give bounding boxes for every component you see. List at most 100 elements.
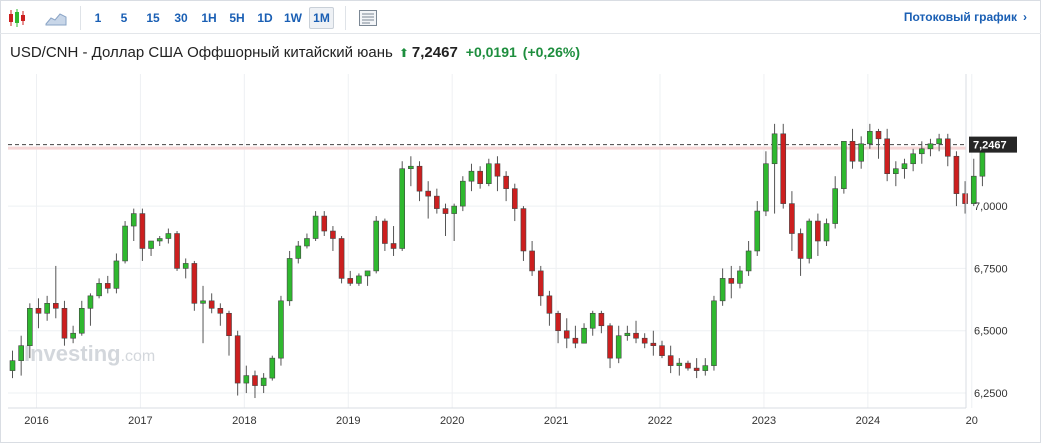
candle — [408, 156, 414, 187]
interval-1[interactable]: 1 — [94, 11, 102, 25]
candle-body — [382, 220, 388, 244]
candle — [18, 335, 24, 376]
interval-5h[interactable]: 5H — [229, 11, 245, 25]
candle-body — [485, 163, 492, 184]
candle-body — [191, 263, 198, 304]
candle-body — [338, 238, 345, 279]
candle-body — [806, 220, 813, 259]
y-tick-label: 6,2500 — [974, 388, 1008, 400]
current-price-tag: 7,2467 — [969, 136, 1017, 153]
candle — [390, 226, 397, 256]
candle — [503, 171, 509, 202]
candle — [304, 233, 310, 249]
candle — [901, 158, 908, 179]
candle — [243, 365, 250, 394]
interval-1w[interactable]: 1W — [284, 11, 302, 25]
candle — [771, 123, 778, 214]
candle-body — [312, 215, 319, 239]
candle-body — [676, 362, 683, 366]
candle — [711, 295, 717, 371]
candlestick-icon[interactable] — [6, 6, 28, 30]
x-tick-label: 2016 — [24, 415, 48, 427]
interval-1h[interactable]: 1H — [201, 11, 217, 25]
price-tag-label: 7,2467 — [973, 140, 1007, 152]
candle — [78, 300, 85, 336]
interval-1d[interactable]: 1D — [257, 11, 273, 25]
investing-watermark: Investing.com — [24, 341, 155, 366]
candle-body — [797, 233, 804, 259]
candle — [832, 176, 839, 229]
candle-body — [598, 312, 605, 327]
candle — [9, 350, 16, 379]
candle-body — [44, 303, 50, 314]
last-price: 7,2467 — [411, 44, 458, 61]
instrument-header: USD/CNH - Доллар США Оффшорный китайский… — [10, 44, 580, 61]
candle-body — [936, 138, 942, 145]
candle — [936, 133, 942, 152]
candle-body — [260, 377, 267, 386]
candle — [269, 355, 276, 381]
candle-body — [364, 270, 371, 277]
candle-body — [451, 205, 457, 214]
streaming-chart-link[interactable]: Потоковый график › — [904, 10, 1027, 24]
x-tick-label: 2018 — [232, 415, 256, 427]
candle — [875, 128, 882, 159]
candle-body — [789, 203, 795, 234]
candle-body — [537, 270, 544, 297]
instrument-name: USD/CNH - Доллар США Оффшорный китайский… — [10, 44, 393, 61]
candle-body — [754, 210, 761, 252]
candle — [633, 320, 639, 344]
candle-body — [962, 193, 968, 204]
candle-body — [165, 233, 172, 239]
candle-body — [771, 133, 778, 165]
candle-body — [529, 250, 535, 272]
candle-body — [460, 180, 466, 207]
candle — [667, 345, 674, 374]
candle-body — [148, 240, 154, 249]
candle — [841, 140, 847, 194]
candle — [918, 141, 925, 164]
y-tick-label: 7,0000 — [974, 201, 1008, 213]
candle-body — [243, 375, 250, 384]
candle — [641, 333, 648, 349]
candle — [312, 211, 319, 241]
candle — [226, 310, 232, 356]
candle-body — [650, 342, 657, 346]
candle — [849, 128, 856, 169]
candle — [589, 310, 596, 336]
candle — [434, 188, 440, 214]
candle-body — [130, 213, 137, 227]
candle-body — [615, 335, 622, 359]
interval-15[interactable]: 15 — [146, 11, 160, 25]
candle-body — [87, 295, 94, 309]
x-tick-label: 2019 — [336, 415, 360, 427]
candle-body — [667, 355, 674, 366]
candle — [823, 218, 830, 246]
interval-1m[interactable]: 1M — [309, 7, 334, 29]
candle-body — [182, 263, 189, 269]
candle — [321, 211, 328, 237]
interval-30[interactable]: 30 — [174, 11, 188, 25]
candle — [737, 265, 743, 289]
candle-body — [278, 300, 284, 359]
candle-body — [226, 312, 232, 337]
candle — [364, 270, 371, 286]
candle-body — [286, 258, 293, 302]
candle — [382, 218, 388, 251]
candle-body — [234, 335, 241, 384]
candle-body — [763, 163, 769, 212]
candle-body — [425, 190, 431, 197]
streaming-chart-label[interactable]: Потоковый график — [903, 10, 1017, 24]
candle — [572, 325, 579, 349]
interval-5[interactable]: 5 — [120, 11, 128, 25]
candle — [87, 293, 94, 326]
candle-body — [546, 295, 553, 314]
area-chart-icon[interactable] — [44, 6, 68, 30]
candle-body — [347, 278, 354, 284]
price-chart[interactable]: Investing.com 7,0000 6,7500 6,5000 6,2500 7,… — [0, 74, 1041, 434]
chart-toolbar: 1 5 15 30 1H 5H 1D 1W 1M Потоковый графи… — [0, 0, 1041, 34]
candle-body — [156, 238, 163, 242]
table-view-icon[interactable] — [357, 6, 379, 30]
candle-body — [408, 165, 414, 170]
